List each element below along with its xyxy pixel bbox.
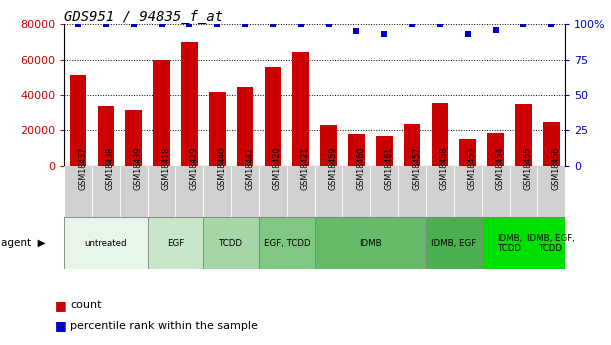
Bar — [203, 166, 231, 217]
Bar — [236, 87, 254, 166]
Point — [240, 21, 250, 27]
Point — [435, 21, 445, 27]
Bar — [98, 106, 114, 166]
Text: GSM18459: GSM18459 — [329, 146, 338, 190]
Text: GSM18441: GSM18441 — [245, 147, 254, 190]
Text: count: count — [70, 300, 102, 310]
Bar — [343, 166, 370, 217]
Text: GSM18421: GSM18421 — [301, 147, 310, 190]
Bar — [64, 217, 148, 269]
Text: GSM18420: GSM18420 — [273, 147, 282, 190]
Text: EGF: EGF — [167, 239, 184, 248]
Bar — [481, 166, 510, 217]
Bar — [209, 92, 225, 166]
Text: IDMB, EGF: IDMB, EGF — [431, 239, 477, 248]
Text: GSM18456: GSM18456 — [551, 147, 560, 190]
Bar — [426, 217, 481, 269]
Bar — [293, 51, 309, 166]
Point — [296, 21, 306, 27]
Text: percentile rank within the sample: percentile rank within the sample — [70, 321, 258, 331]
Point — [519, 21, 529, 27]
Bar — [398, 166, 426, 217]
Text: TCDD: TCDD — [219, 239, 243, 248]
Bar — [320, 125, 337, 166]
Text: IDMB, EGF,
TCDD: IDMB, EGF, TCDD — [527, 234, 575, 253]
Bar — [259, 166, 287, 217]
Text: GSM18438: GSM18438 — [106, 147, 115, 190]
Bar — [315, 217, 426, 269]
Point — [463, 31, 473, 37]
Point — [213, 21, 222, 27]
Bar — [153, 60, 170, 166]
Bar — [537, 166, 565, 217]
Bar — [515, 104, 532, 166]
Bar — [203, 217, 259, 269]
Point — [129, 21, 139, 27]
Bar — [265, 67, 281, 166]
Point — [407, 21, 417, 27]
Point — [351, 28, 361, 34]
Bar — [120, 166, 148, 217]
Text: GSM18460: GSM18460 — [356, 147, 365, 190]
Point — [156, 21, 166, 27]
Point — [491, 27, 500, 32]
Text: GSM18439: GSM18439 — [134, 147, 143, 190]
Text: GSM18457: GSM18457 — [412, 146, 421, 190]
Bar — [404, 124, 420, 166]
Text: GSM18440: GSM18440 — [218, 147, 226, 190]
Point — [268, 21, 278, 27]
Text: GDS951 / 94835_f_at: GDS951 / 94835_f_at — [64, 10, 223, 24]
Bar — [370, 166, 398, 217]
Text: GSM18419: GSM18419 — [189, 147, 199, 190]
Text: GSM18455: GSM18455 — [524, 146, 532, 190]
Bar — [175, 166, 203, 217]
Bar — [287, 166, 315, 217]
Text: EGF, TCDD: EGF, TCDD — [263, 239, 310, 248]
Bar — [259, 217, 315, 269]
Bar — [459, 139, 476, 166]
Text: GSM18453: GSM18453 — [468, 147, 477, 190]
Text: GSM18454: GSM18454 — [496, 147, 505, 190]
Point — [185, 21, 194, 27]
Point — [73, 21, 83, 27]
Text: ■: ■ — [55, 299, 67, 312]
Text: IDMB: IDMB — [359, 239, 382, 248]
Bar — [231, 166, 259, 217]
Point — [379, 31, 389, 37]
Text: IDMB,
TCDD: IDMB, TCDD — [497, 234, 522, 253]
Bar — [487, 133, 504, 166]
Text: agent  ▶: agent ▶ — [1, 238, 46, 248]
Text: GSM18437: GSM18437 — [78, 147, 87, 190]
Text: GSM18461: GSM18461 — [384, 147, 393, 190]
Bar — [454, 166, 481, 217]
Text: untreated: untreated — [85, 239, 127, 248]
Bar — [481, 217, 537, 269]
Text: GSM18458: GSM18458 — [440, 147, 449, 190]
Bar — [125, 110, 142, 166]
Bar — [148, 217, 203, 269]
Text: GSM18418: GSM18418 — [161, 147, 170, 190]
Bar — [315, 166, 343, 217]
Bar — [181, 42, 198, 166]
Bar — [510, 166, 537, 217]
Text: ■: ■ — [55, 319, 67, 333]
Bar — [148, 166, 175, 217]
Bar — [348, 134, 365, 166]
Bar — [92, 166, 120, 217]
Bar — [537, 217, 565, 269]
Bar — [70, 76, 86, 166]
Point — [101, 21, 111, 27]
Bar — [426, 166, 454, 217]
Point — [324, 21, 334, 27]
Point — [546, 21, 556, 27]
Bar — [376, 136, 393, 166]
Bar — [431, 103, 448, 166]
Bar — [543, 122, 560, 166]
Bar — [64, 166, 92, 217]
